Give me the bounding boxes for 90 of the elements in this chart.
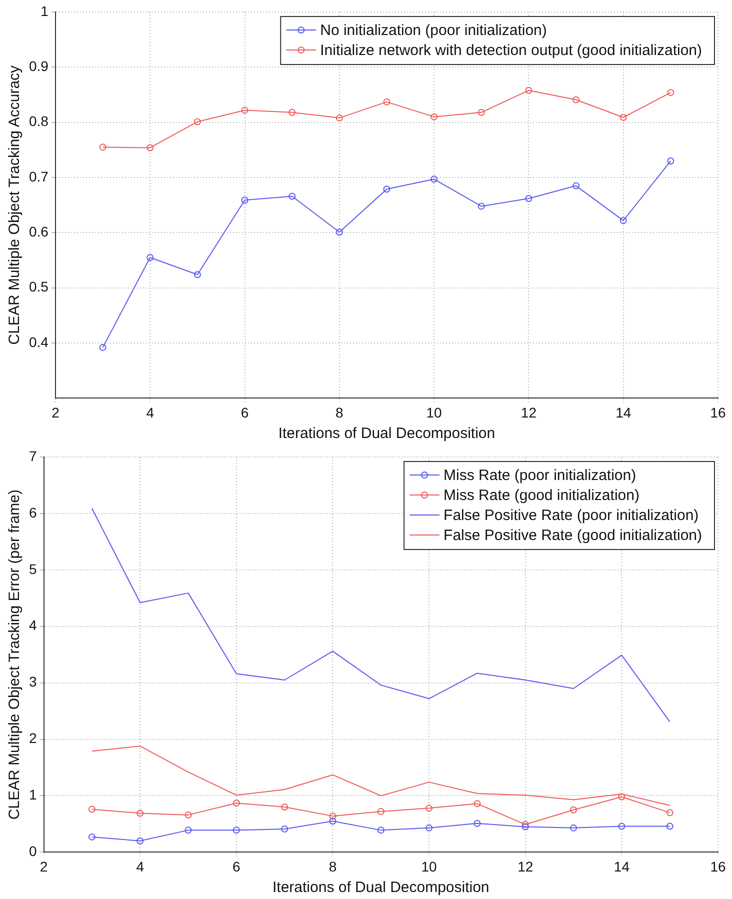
x-tick-label: 2 — [52, 404, 60, 420]
point — [570, 806, 578, 814]
legend-label: No initialization (poor initialization) — [320, 22, 547, 40]
point — [184, 826, 192, 834]
x-tick-label: 6 — [232, 858, 241, 874]
point — [667, 157, 674, 164]
point — [241, 196, 248, 204]
y-tick-label: 0 — [28, 843, 37, 860]
legend-label: Miss Rate (good initialization) — [444, 487, 640, 504]
y-tick-label: 2 — [28, 730, 37, 746]
point — [136, 837, 144, 844]
x-tick-label: 8 — [328, 858, 337, 874]
y-axis-title: CLEAR Multiple Object Tracking Error (per frame) — [6, 490, 24, 820]
point — [194, 118, 201, 126]
point — [281, 804, 288, 811]
point — [525, 86, 532, 94]
point — [618, 793, 626, 800]
y-tick-label: 1 — [28, 786, 37, 803]
legend-label: Initialize network with detection output (good initialization) — [320, 42, 702, 60]
point — [426, 824, 433, 832]
y-tick-label: 7 — [28, 448, 37, 464]
point — [474, 800, 481, 808]
point — [667, 89, 674, 96]
point — [572, 182, 580, 190]
x-tick-label: 8 — [336, 404, 344, 420]
x-axis-title: Iterations of Dual Decomposition — [272, 879, 490, 896]
point — [288, 192, 296, 200]
point — [430, 113, 438, 120]
x-tick-label: 14 — [614, 858, 630, 874]
x-tick-label: 4 — [136, 858, 144, 874]
point — [329, 812, 336, 820]
point — [430, 176, 438, 183]
y-tick-label: 0.4 — [28, 334, 49, 350]
point — [336, 228, 343, 236]
legend-label: False Positive Rate (good initialization) — [444, 527, 702, 544]
point — [336, 114, 343, 122]
point — [88, 806, 96, 813]
point — [232, 800, 240, 807]
y-tick-label: 6 — [28, 504, 37, 520]
point — [99, 344, 106, 351]
point — [241, 106, 248, 114]
point — [620, 217, 627, 224]
point — [620, 114, 627, 121]
point — [474, 820, 481, 827]
point — [426, 804, 433, 812]
point — [194, 271, 201, 278]
point — [146, 254, 154, 262]
x-tick-label: 14 — [616, 404, 632, 420]
y-tick-label: 5 — [28, 560, 37, 577]
x-tick-label: 10 — [421, 858, 438, 874]
y-tick-label: 0.7 — [28, 168, 49, 184]
y-tick-label: 0.8 — [28, 113, 49, 130]
legend-label: Miss Rate (poor initialization) — [444, 467, 636, 484]
x-tick-label: 12 — [520, 404, 537, 420]
y-tick-label: 0.5 — [28, 278, 49, 295]
x-tick-label: 6 — [240, 404, 249, 420]
point — [570, 824, 578, 832]
point — [525, 194, 532, 202]
point — [88, 833, 96, 840]
point — [383, 98, 390, 106]
point — [377, 808, 384, 816]
point — [288, 108, 296, 116]
y-tick-label: 0.9 — [28, 58, 49, 74]
point — [136, 810, 144, 817]
point — [572, 96, 580, 104]
y-axis-title: CLEAR Multiple Object Tracking Accuracy — [6, 64, 24, 345]
x-tick-label: 16 — [710, 858, 726, 874]
x-tick-label: 16 — [710, 404, 726, 420]
y-tick-label: 0.6 — [28, 224, 49, 240]
y-tick-label: 4 — [28, 617, 37, 634]
point — [232, 826, 240, 834]
point — [281, 826, 288, 833]
point — [478, 202, 485, 210]
y-tick-label: 3 — [28, 674, 37, 690]
y-tick-label: 1 — [40, 2, 49, 19]
point — [329, 818, 336, 825]
point — [184, 811, 192, 818]
point — [618, 822, 626, 830]
x-tick-label: 10 — [426, 404, 442, 420]
x-tick-label: 4 — [146, 404, 154, 420]
legend-label: False Positive Rate (poor initialization) — [444, 507, 699, 524]
point — [666, 809, 674, 816]
point — [666, 822, 674, 830]
point — [99, 144, 106, 151]
x-axis-title: Iterations of Dual Decomposition — [278, 425, 496, 442]
point — [377, 826, 384, 834]
point — [478, 108, 485, 116]
point — [383, 186, 390, 193]
x-tick-label: 12 — [518, 858, 534, 874]
point — [146, 144, 154, 152]
